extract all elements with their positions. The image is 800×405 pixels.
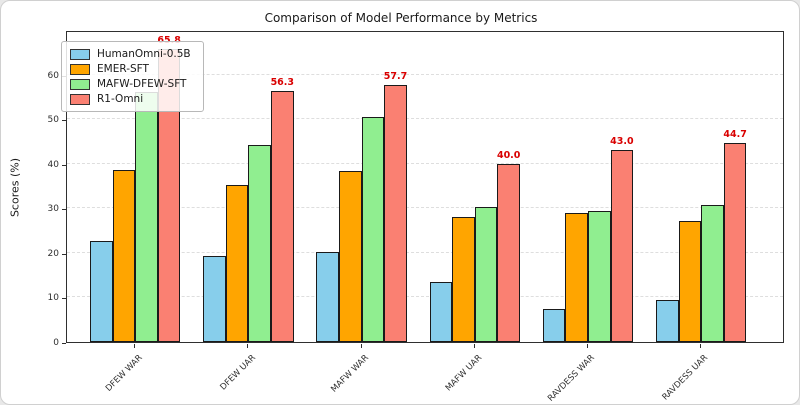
y-tick-label: 40 bbox=[47, 159, 59, 170]
chart-title: Comparison of Model Performance by Metri… bbox=[264, 11, 538, 25]
y-tick-label: 30 bbox=[47, 204, 59, 215]
bar-emer-sft-ravdess-uar bbox=[678, 220, 702, 342]
bar-humanomni-0-5b-ravdess-uar bbox=[656, 300, 679, 342]
legend-item-mafw-dfew-sft: MAFW-DFEW-SFT bbox=[70, 78, 191, 90]
bar-mafw-dfew-sft-mafw-war bbox=[361, 117, 385, 342]
legend: HumanOmni-0.5B EMER-SFT MAFW-DFEW-SFT R1-Om… bbox=[61, 41, 204, 112]
legend-item-humanomni-0-5b: HumanOmni-0.5B bbox=[70, 48, 191, 60]
gridline bbox=[67, 207, 783, 209]
x-tick-label: DFEW WAR bbox=[103, 353, 145, 394]
bar-emer-sft-mafw-uar bbox=[452, 217, 475, 342]
bar-r1-omni-mafw-war bbox=[384, 84, 407, 342]
gridline bbox=[67, 296, 783, 298]
x-tick-label: DFEW UAR bbox=[217, 353, 258, 393]
bar-emer-sft-dfew-war bbox=[112, 169, 136, 342]
bar-r1-omni-mafw-uar bbox=[497, 163, 520, 342]
bar-value-label: 40.0 bbox=[496, 149, 521, 161]
bar-value-label: 65.8 bbox=[157, 35, 180, 46]
bar-emer-sft-mafw-war bbox=[339, 170, 362, 342]
y-tick-label: 20 bbox=[47, 248, 59, 259]
bar-value-label: 44.7 bbox=[723, 128, 747, 140]
y-tick-label: 60 bbox=[47, 70, 59, 81]
y-tick-mark bbox=[62, 298, 66, 300]
bar-mafw-dfew-sft-ravdess-war bbox=[588, 211, 611, 342]
y-tick-mark bbox=[62, 253, 66, 255]
y-tick-label: 50 bbox=[47, 115, 59, 126]
y-tick-mark bbox=[62, 209, 66, 211]
x-tick-mark bbox=[473, 344, 475, 348]
bar-humanomni-0-5b-dfew-uar bbox=[203, 255, 226, 342]
legend-label: HumanOmni-0.5B bbox=[97, 48, 191, 60]
bar-mafw-dfew-sft-mafw-uar bbox=[474, 206, 498, 342]
bar-humanomni-0-5b-mafw-war bbox=[316, 251, 339, 342]
y-tick-mark bbox=[62, 343, 66, 344]
x-tick-label: RAVDESS WAR bbox=[546, 353, 598, 404]
bar-emer-sft-dfew-uar bbox=[225, 184, 249, 342]
bar-humanomni-0-5b-mafw-uar bbox=[429, 281, 453, 342]
x-tick-label: MAFW UAR bbox=[443, 353, 484, 394]
x-tick-mark bbox=[587, 344, 588, 348]
bar-humanomni-0-5b-dfew-war bbox=[90, 241, 113, 342]
legend-item-r1-omni: R1-Omni bbox=[70, 93, 191, 105]
y-tick-mark bbox=[62, 120, 66, 122]
bar-value-label: 57.7 bbox=[383, 70, 408, 82]
legend-color-patch bbox=[70, 78, 90, 90]
y-axis-label: Scores (%) bbox=[8, 157, 22, 218]
bar-mafw-dfew-sft-ravdess-uar bbox=[701, 204, 724, 342]
x-tick-mark bbox=[700, 344, 702, 348]
legend-label: EMER-SFT bbox=[97, 63, 149, 75]
legend-label: MAFW-DFEW-SFT bbox=[97, 78, 187, 90]
y-tick-mark bbox=[62, 164, 66, 166]
gridline bbox=[67, 251, 783, 253]
gridline bbox=[67, 118, 783, 120]
bar-r1-omni-ravdess-war bbox=[610, 150, 634, 342]
plot-area: 65.8 56.3 57.7 40.0 43.0 44.7 bbox=[66, 31, 784, 343]
legend-label: R1-Omni bbox=[97, 93, 144, 105]
gridline bbox=[67, 162, 783, 164]
bar-r1-omni-ravdess-uar bbox=[723, 142, 747, 342]
bar-humanomni-0-5b-ravdess-war bbox=[542, 309, 566, 342]
y-tick-label: 10 bbox=[47, 293, 59, 304]
bar-r1-omni-dfew-uar bbox=[271, 91, 294, 342]
legend-color-patch bbox=[70, 93, 90, 105]
legend-color-patch bbox=[70, 63, 90, 75]
bar-emer-sft-ravdess-war bbox=[565, 212, 588, 342]
x-tick-label: MAFW WAR bbox=[329, 353, 371, 395]
x-tick-mark bbox=[247, 344, 249, 348]
legend-item-emer-sft: EMER-SFT bbox=[70, 63, 191, 75]
legend-color-patch bbox=[70, 48, 90, 60]
x-tick-mark bbox=[360, 344, 362, 348]
y-tick-label: 0 bbox=[53, 338, 59, 348]
x-tick-label: RAVDESS UAR bbox=[660, 353, 711, 403]
bar-value-label: 56.3 bbox=[270, 77, 295, 89]
bar-value-label: 43.0 bbox=[610, 136, 634, 148]
bar-mafw-dfew-sft-dfew-war bbox=[135, 91, 158, 342]
x-tick-mark bbox=[134, 344, 136, 348]
bar-mafw-dfew-sft-dfew-uar bbox=[248, 144, 271, 342]
gridline bbox=[67, 73, 783, 75]
